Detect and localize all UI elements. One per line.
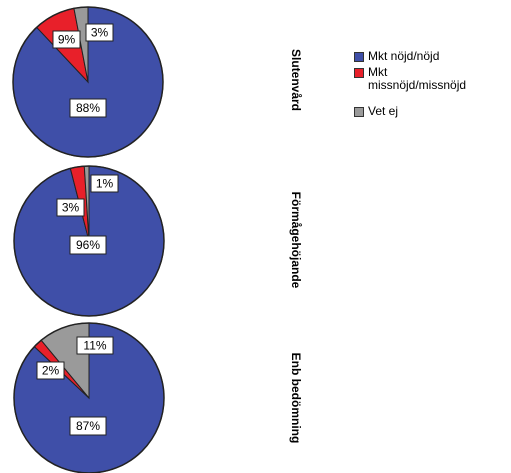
row-label-enb-bedomning-text: Enb bedömning [289, 352, 303, 444]
pie-outline-slutenvard [12, 6, 164, 158]
data-label-slutenvard-missnojd: 9% [58, 33, 76, 47]
data-label-slutenvard-nojd: 88% [76, 101, 100, 115]
legend-swatch-vet-ej [354, 107, 364, 117]
data-label-box-slutenvard-missnojd [52, 30, 81, 49]
legend-label-vet-ej: Vet ej [368, 104, 399, 118]
legend-label-nojd: Mkt nöjd/nöjd [368, 49, 440, 63]
pie-outline-formagehojande [13, 165, 165, 317]
legend-label-missnojd: Mkt missnöjd/missnöjd [368, 65, 467, 92]
legend-swatch-nojd [354, 52, 364, 62]
data-label-box-enb-bedomning-vet-ej [76, 336, 114, 355]
data-label-box-formagehojande-nojd [69, 235, 107, 255]
row-label-slutenvard-text: Slutenvård [289, 48, 303, 112]
data-label-box-slutenvard-nojd [69, 98, 107, 118]
data-label-formagehojande-missnojd: 3% [62, 201, 80, 215]
legend-swatch-missnojd [354, 68, 364, 78]
data-label-enb-bedomning-nojd: 87% [76, 419, 100, 433]
data-label-box-enb-bedomning-nojd [69, 416, 107, 436]
data-label-formagehojande-vet-ej: 1% [96, 177, 114, 191]
pie-enb-bedomning: 87% 2% 11% [13, 322, 165, 473]
pie-slutenvard: 88% 9% 3% [12, 6, 164, 158]
pie-outline-enb-bedomning [13, 322, 165, 473]
data-label-slutenvard-vet-ej: 3% [91, 26, 109, 40]
pie-formagehojande: 96% 3% 1% [13, 165, 165, 317]
row-label-formagehojande-text: Förmågehöjande [289, 191, 303, 289]
data-label-enb-bedomning-missnojd: 2% [42, 364, 60, 378]
data-label-box-formagehojande-vet-ej [90, 174, 119, 193]
data-label-box-formagehojande-missnojd [56, 198, 85, 217]
data-label-box-enb-bedomning-missnojd [36, 361, 65, 380]
data-label-enb-bedomning-vet-ej: 11% [83, 339, 106, 353]
data-label-box-slutenvard-vet-ej [85, 23, 114, 42]
data-label-formagehojande-nojd: 96% [76, 238, 100, 252]
